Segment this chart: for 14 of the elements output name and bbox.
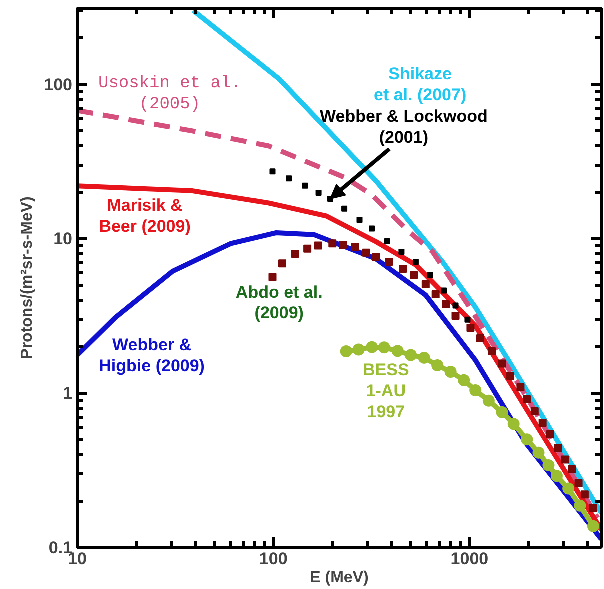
series-label: Webber & Higbie (2009) <box>99 336 205 376</box>
text: Shikaze et al. (2007) <box>374 64 467 104</box>
x-tick-label: 100 <box>259 550 288 568</box>
y-axis-title: Protons/(m²sr-s-MeV) <box>19 196 36 360</box>
series-label: Abdo et al. (2009) <box>236 282 323 323</box>
series-label: BESS 1-AU 1997 <box>363 360 410 422</box>
text: Webber & Lockwood (2001) <box>320 106 488 147</box>
y-tick-label: 100 <box>44 75 73 94</box>
series-label: Usoskin et al. (2005) <box>98 74 242 114</box>
y-tick-label: 1 <box>63 384 73 404</box>
x-axis-title: E (MeV) <box>310 570 369 586</box>
series-label: Marisik & Beer (2009) <box>99 196 191 236</box>
y-tick-label: 10 <box>54 230 73 249</box>
x-tick-label: 1000 <box>450 550 489 568</box>
